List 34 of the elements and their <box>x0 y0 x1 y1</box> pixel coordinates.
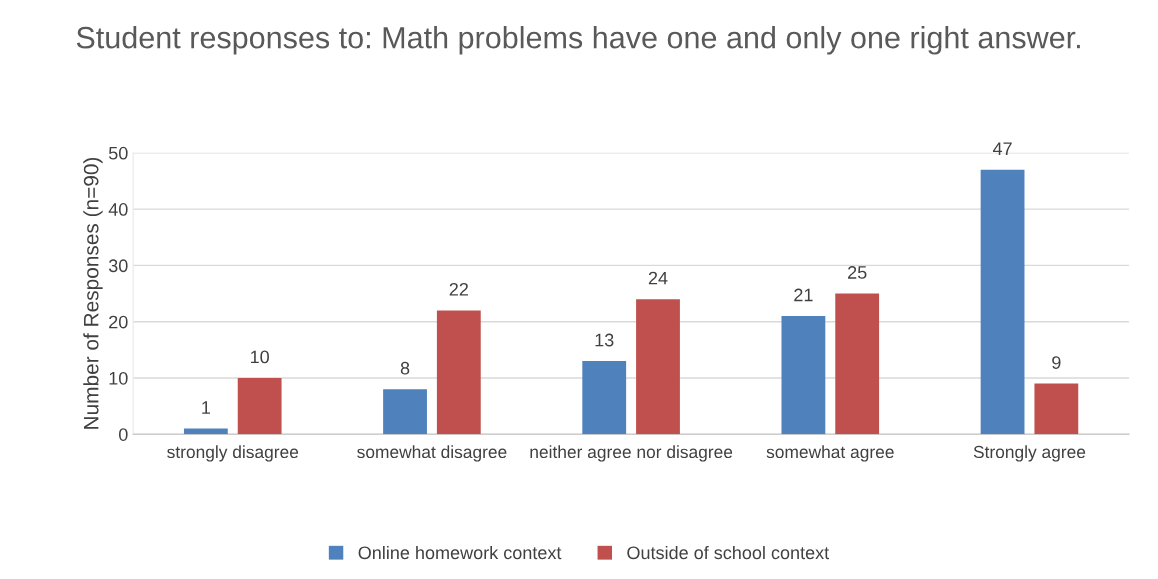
bar <box>1034 383 1079 435</box>
data-label: 10 <box>250 350 269 364</box>
bar <box>781 316 826 435</box>
legend-label: Outside of school context <box>627 545 830 560</box>
data-label: 47 <box>992 142 1012 155</box>
y-axis-title: Number of Responses (n=90) <box>83 157 103 429</box>
data-label: 22 <box>449 282 468 296</box>
bar <box>436 310 481 435</box>
y-tick-label: 0 <box>118 428 128 441</box>
y-tick-label: 40 <box>108 203 128 216</box>
legend-label: Online homework context <box>358 545 562 560</box>
bar <box>237 377 282 435</box>
x-tick-label: somewhat agree <box>766 445 894 462</box>
data-label: 1 <box>202 401 211 414</box>
bar <box>636 299 680 435</box>
y-tick-label: 50 <box>108 146 128 160</box>
chart-title: Student responses to: Math problems have one and only one right answer. <box>76 26 1080 55</box>
data-label: 13 <box>595 333 614 347</box>
x-tick-label: somewhat disagree <box>357 445 507 462</box>
data-label: 21 <box>794 288 813 302</box>
bar <box>835 293 880 435</box>
y-tick-label: 30 <box>108 259 128 273</box>
data-label: 25 <box>848 266 867 279</box>
bar <box>980 169 1025 435</box>
bar <box>383 389 427 435</box>
x-tick-label: Strongly agree <box>973 445 1086 462</box>
x-tick-label: neither agree nor disagree <box>530 445 733 462</box>
y-tick-label: 10 <box>109 371 128 385</box>
x-tick-label: strongly disagree <box>167 445 299 462</box>
data-label: 8 <box>400 361 410 375</box>
bar <box>582 361 627 435</box>
y-tick-label: 20 <box>109 315 128 329</box>
data-label: 9 <box>1052 356 1061 369</box>
data-label: 24 <box>648 271 668 285</box>
